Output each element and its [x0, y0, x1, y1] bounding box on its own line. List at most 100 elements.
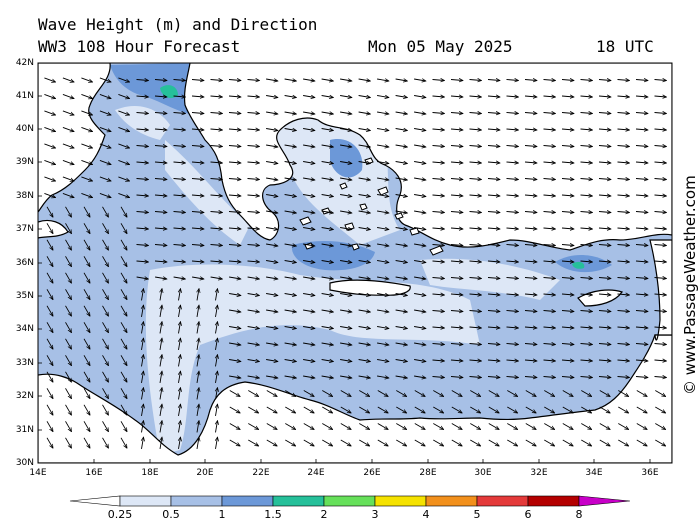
wave-arrow: [191, 129, 204, 130]
wave-arrow: [321, 310, 334, 312]
wave-arrow: [136, 261, 149, 262]
wave-arrow: [228, 261, 241, 262]
wave-arrow: [432, 162, 445, 163]
lon-label-34e: 34E: [585, 468, 603, 478]
wave-arrow: [247, 343, 260, 345]
wave-arrow: [228, 245, 241, 246]
wave-arrow: [654, 245, 667, 246]
wave-arrow: [266, 406, 277, 413]
wave-arrow: [154, 96, 167, 97]
wave-arrow: [120, 239, 127, 250]
wave-arrow: [62, 126, 74, 131]
wave-arrow: [395, 277, 408, 279]
wave-arrow: [321, 277, 334, 279]
wave-arrow: [414, 211, 426, 213]
lat-label-34n: 34N: [15, 324, 34, 334]
wave-arrow: [44, 110, 55, 115]
wave-arrow: [197, 305, 199, 317]
wave-arrow: [635, 261, 648, 262]
wave-arrow: [62, 176, 74, 181]
wave-arrow: [598, 311, 611, 312]
wave-arrow: [395, 294, 408, 296]
wave-arrow: [99, 110, 111, 115]
wave-arrow: [414, 390, 425, 397]
lon-label-18e: 18E: [141, 468, 159, 478]
wave-arrow: [65, 355, 72, 365]
wave-arrow: [414, 343, 426, 345]
wave-arrow: [450, 113, 463, 114]
wave-arrow: [450, 377, 463, 378]
wave-arrow: [228, 129, 241, 130]
wave-arrow: [160, 404, 162, 416]
wave-arrow: [358, 228, 371, 230]
wave-arrow: [228, 228, 241, 229]
wave-arrow: [377, 343, 389, 345]
wave-arrow: [46, 289, 53, 299]
wave-arrow: [229, 360, 241, 362]
wave-arrow: [160, 421, 162, 433]
wave-arrow: [340, 79, 352, 81]
wave-arrow: [65, 305, 72, 316]
wave-arrow: [118, 126, 129, 131]
wave-arrow: [321, 178, 334, 180]
wave-arrow: [450, 80, 463, 81]
wave-arrow: [154, 113, 167, 114]
wave-arrow: [358, 112, 371, 114]
wave-arrow: [197, 388, 199, 400]
wave-arrow: [655, 423, 665, 430]
wave-arrow: [487, 113, 500, 114]
wave-arrow: [303, 129, 315, 131]
wave-arrow: [562, 390, 573, 397]
wave-arrow: [46, 239, 53, 250]
wave-arrow: [654, 80, 667, 81]
colorbar: [69, 495, 631, 507]
wave-arrow: [543, 80, 556, 81]
wave-arrow: [395, 96, 408, 98]
wave-arrow: [229, 406, 240, 413]
wave-arrow: [524, 146, 537, 147]
wave-arrow: [636, 390, 647, 397]
wave-arrow: [524, 344, 537, 345]
wave-arrow: [432, 129, 445, 130]
wave-arrow: [562, 423, 573, 430]
wave-arrow: [160, 289, 162, 301]
wave-arrow: [173, 195, 186, 196]
wave-arrow: [580, 212, 593, 213]
wave-arrow: [451, 406, 462, 413]
wave-arrow: [432, 96, 445, 97]
wave-arrow: [303, 439, 314, 446]
wave-arrow: [524, 311, 537, 312]
wave-arrow: [617, 261, 630, 262]
wave-arrow: [580, 162, 593, 163]
wave-arrow: [340, 439, 351, 446]
wave-arrow: [598, 228, 611, 229]
wave-arrow: [192, 277, 204, 279]
wave-arrow: [285, 423, 295, 430]
wave-arrow: [83, 421, 90, 431]
wave-arrow: [469, 129, 482, 130]
wave-arrow: [617, 245, 630, 246]
wave-arrow: [229, 343, 241, 345]
wave-arrow: [120, 322, 127, 332]
wave-arrow: [377, 294, 389, 296]
wave-arrow: [284, 112, 297, 114]
wave-arrow: [228, 195, 241, 196]
wave-arrow: [524, 228, 537, 229]
lat-label-31n: 31N: [15, 425, 34, 435]
wave-arrow: [395, 228, 408, 230]
wave-arrow: [618, 390, 628, 397]
wave-arrow: [506, 360, 519, 361]
wave-arrow: [414, 145, 426, 147]
wave-arrow: [635, 96, 648, 97]
wave-arrow: [284, 79, 297, 81]
wave-arrow: [46, 355, 53, 365]
wave-arrow: [581, 390, 591, 397]
wave-arrow: [142, 355, 144, 367]
wave-arrow: [507, 406, 517, 413]
wave-arrow: [561, 113, 574, 114]
wave-arrow: [197, 421, 199, 433]
wave-arrow: [197, 289, 199, 301]
wave-arrow: [340, 277, 352, 279]
wave-arrow: [136, 80, 149, 81]
wave-arrow: [525, 439, 536, 446]
